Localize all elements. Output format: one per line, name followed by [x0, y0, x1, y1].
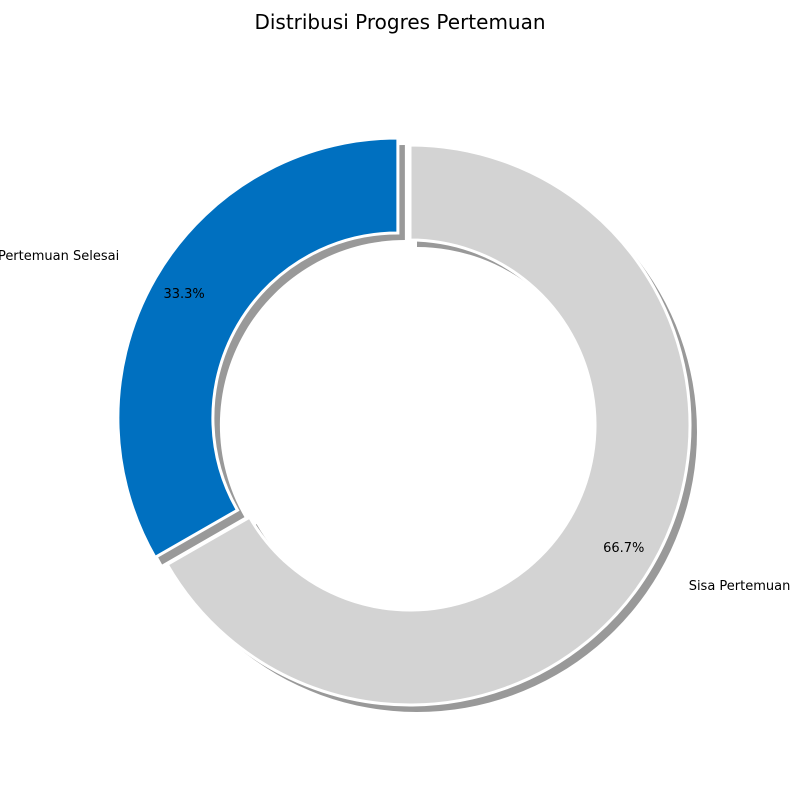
chart-title: Distribusi Progres Pertemuan [254, 10, 546, 34]
category-label-sisa-pertemuan: Sisa Pertemuan [689, 579, 791, 594]
label-layer: 33.3% Pertemuan Selesai 66.7% Sisa Pertemua… [0, 249, 790, 594]
slice-sisa-pertemuan [165, 143, 692, 707]
category-label-pertemuan-selesai: Pertemuan Selesai [0, 249, 119, 264]
slice-layer [116, 136, 692, 707]
slice-pertemuan-selesai [116, 136, 400, 560]
pct-label-sisa-pertemuan: 66.7% [603, 541, 644, 556]
pct-label-pertemuan-selesai: 33.3% [163, 287, 204, 302]
